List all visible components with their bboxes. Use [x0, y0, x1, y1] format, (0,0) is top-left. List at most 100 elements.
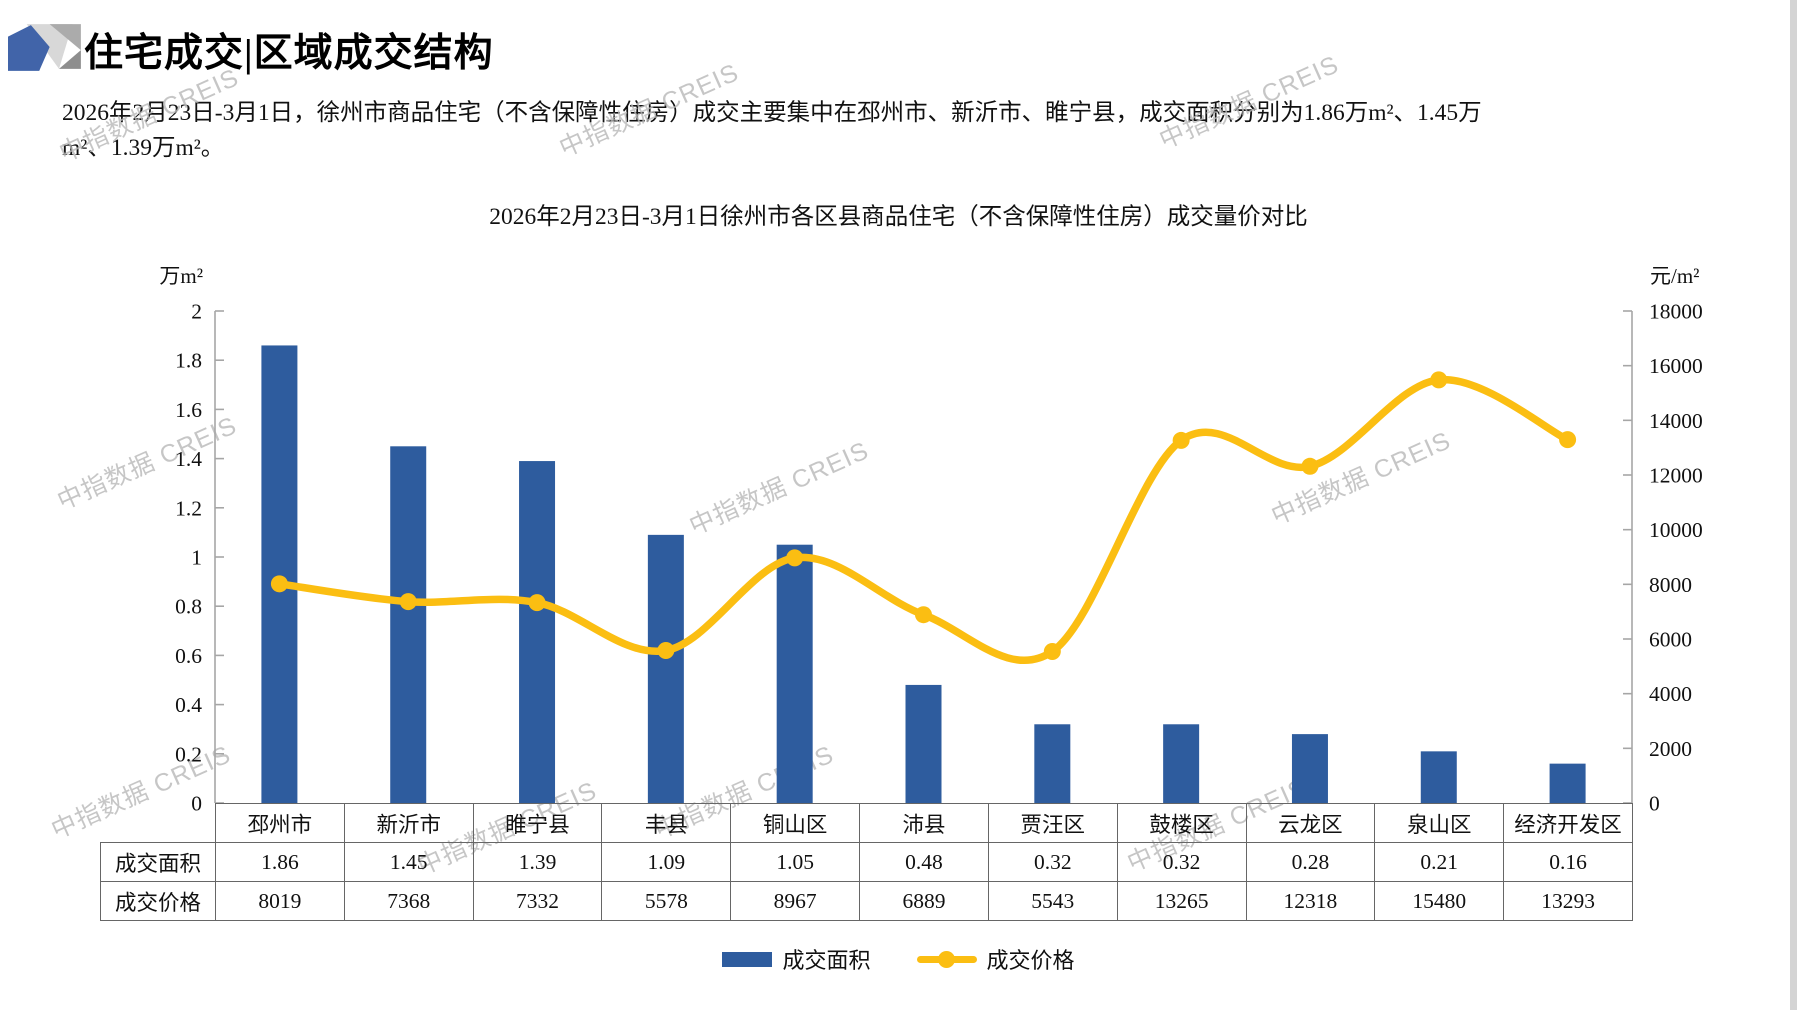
- bar-泉山区: [1420, 751, 1457, 803]
- table-category-cell: 经济开发区: [1503, 803, 1633, 843]
- table-price-cell: 6889: [859, 881, 989, 921]
- line-swatch-marker: [937, 950, 955, 968]
- table-price-cell: 13265: [1116, 881, 1247, 921]
- page-right-edge: [1790, 0, 1797, 1010]
- table-price-cell: 13293: [1503, 881, 1633, 921]
- bar-沛县: [905, 684, 942, 803]
- table-price-cell: 7332: [472, 881, 603, 921]
- right-axis: 18000 16000 14000 12000 10000 8000 6000 4000 200…: [1623, 300, 1703, 816]
- price-line: [275, 376, 1572, 665]
- table-row: 成交价格 8019 7368 7332 5578 8967 6889 5543 13265 123…: [100, 881, 1633, 921]
- table-price-cell: 7368: [343, 881, 474, 921]
- price-marker-丰县: [657, 642, 675, 660]
- legend-item-price: 成交价格: [916, 943, 1075, 975]
- table-row: 成交面积 1.86 1.45 1.39 1.09 1.05 0.48 0.32 0.32 0.28…: [100, 842, 1633, 882]
- price-marker-睢宁县: [528, 594, 546, 612]
- bar-新沂市: [390, 446, 427, 803]
- svg-text:1.8: 1.8: [175, 349, 202, 373]
- price-markers: [270, 371, 1577, 660]
- summary-text: 2026年2月23日-3月1日，徐州市商品住宅（不含保障性住房）成交主要集中在邳…: [62, 100, 1482, 161]
- svg-text:0: 0: [1649, 792, 1660, 816]
- svg-text:0.6: 0.6: [175, 644, 202, 668]
- legend-label-area: 成交面积: [782, 948, 871, 973]
- svg-text:14000: 14000: [1649, 409, 1703, 433]
- table-price-cell: 8967: [730, 881, 861, 921]
- table-row-label-price: 成交价格: [100, 881, 216, 921]
- svg-text:2: 2: [191, 300, 202, 324]
- price-marker-经济开发区: [1559, 431, 1577, 449]
- price-marker-邳州市: [270, 575, 288, 593]
- svg-text:1.4: 1.4: [175, 447, 202, 471]
- svg-text:1: 1: [191, 546, 202, 570]
- bar-睢宁县: [519, 461, 556, 803]
- svg-text:1.2: 1.2: [175, 496, 202, 520]
- table-area-cell: 1.05: [730, 842, 861, 882]
- chart-legend: 成交面积 成交价格: [0, 943, 1797, 975]
- bar-铜山区: [776, 544, 813, 803]
- svg-text:10000: 10000: [1649, 518, 1703, 542]
- table-category-cell: 泉山区: [1374, 803, 1505, 843]
- table-area-cell: 0.21: [1374, 842, 1505, 882]
- table-category-cell: 新沂市: [343, 803, 474, 843]
- bar-series-swatch-icon: [722, 951, 773, 967]
- table-category-cell: 鼓楼区: [1116, 803, 1247, 843]
- bar-贾汪区: [1034, 724, 1071, 803]
- table-category-cell: 铜山区: [730, 803, 861, 843]
- page-title: 住宅成交|区域成交结构: [84, 32, 494, 75]
- table-area-cell: 1.39: [472, 842, 603, 882]
- svg-text:16000: 16000: [1649, 354, 1703, 378]
- table-category-cell: 沛县: [859, 803, 989, 843]
- price-marker-贾汪区: [1043, 642, 1061, 660]
- table-price-cell: 8019: [215, 881, 345, 921]
- bar-云龙区: [1291, 734, 1328, 803]
- table-area-cell: 0.48: [859, 842, 989, 882]
- table-corner-blank: [101, 804, 216, 843]
- price-marker-新沂市: [399, 593, 417, 611]
- legend-label-price: 成交价格: [986, 948, 1075, 973]
- svg-text:0.4: 0.4: [175, 693, 202, 717]
- table-area-cell: 0.28: [1245, 842, 1376, 882]
- left-axis: 2 1.8 1.6 1.4 1.2 1 0.8 0.6 0.4 0.2 0: [175, 300, 224, 816]
- price-marker-泉山区: [1430, 371, 1448, 389]
- creis-logo-icon: [8, 24, 81, 71]
- table-area-cell: 1.45: [343, 842, 474, 882]
- svg-text:2000: 2000: [1649, 737, 1692, 761]
- price-marker-云龙区: [1301, 457, 1319, 475]
- table-price-cell: 5543: [987, 881, 1118, 921]
- table-price-cell: 12318: [1245, 881, 1376, 921]
- svg-text:4000: 4000: [1649, 682, 1692, 706]
- svg-text:0.2: 0.2: [175, 742, 202, 766]
- table-row-label-area: 成交面积: [100, 842, 216, 882]
- table-area-cell: 1.86: [215, 842, 345, 882]
- svg-text:12000: 12000: [1649, 464, 1703, 488]
- table-category-cell: 云龙区: [1245, 803, 1376, 843]
- price-marker-铜山区: [786, 549, 804, 567]
- table-area-cell: 0.32: [1116, 842, 1247, 882]
- svg-text:6000: 6000: [1649, 628, 1692, 652]
- bar-经济开发区: [1549, 763, 1586, 803]
- line-series-swatch-icon: [916, 950, 977, 968]
- legend-item-area: 成交面积: [722, 943, 871, 975]
- table-price-cell: 15480: [1374, 881, 1505, 921]
- bar-鼓楼区: [1163, 724, 1200, 803]
- table-area-cell: 0.32: [987, 842, 1118, 882]
- chart-title: 2026年2月23日-3月1日徐州市各区县商品住宅（不含保障性住房）成交量价对比: [489, 204, 1308, 230]
- table-area-cell: 1.09: [601, 842, 732, 882]
- left-axis-unit-label: 万m²: [159, 264, 203, 288]
- table-price-cell: 5578: [601, 881, 732, 921]
- svg-text:0.8: 0.8: [175, 595, 202, 619]
- svg-text:1.6: 1.6: [175, 398, 202, 422]
- svg-text:0: 0: [191, 792, 202, 816]
- table-area-cell: 0.16: [1503, 842, 1633, 882]
- table-category-cell: 丰县: [601, 803, 732, 843]
- table-category-cell: 邳州市: [215, 803, 345, 843]
- svg-text:8000: 8000: [1649, 573, 1692, 597]
- table-category-cell: 睢宁县: [472, 803, 603, 843]
- price-marker-鼓楼区: [1172, 431, 1190, 449]
- svg-text:18000: 18000: [1649, 300, 1703, 324]
- price-marker-沛县: [915, 606, 932, 624]
- bar-丰县: [647, 534, 684, 803]
- bars-group: [261, 345, 1586, 803]
